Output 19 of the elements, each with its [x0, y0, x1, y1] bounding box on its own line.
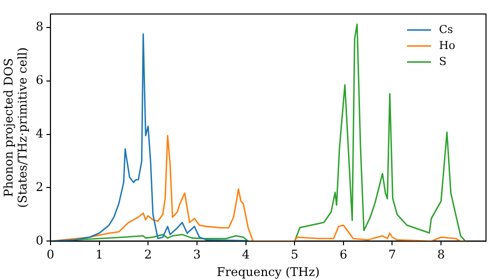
- x-tick-label: 1: [95, 248, 104, 262]
- y-axis-title: Phonon projected DOS (States/THz·primitive cell): [1, 47, 30, 208]
- y-tick-label: 2: [36, 180, 44, 194]
- y-tick-label: 8: [36, 19, 44, 34]
- y-tick-label: 4: [36, 126, 44, 140]
- y-tick-label: 0: [36, 233, 44, 248]
- x-axis-title: Frequency (THz): [216, 264, 320, 279]
- legend-label: Cs: [439, 22, 454, 36]
- x-tick-label: 6: [340, 248, 348, 262]
- x-tick-label: 7: [388, 248, 396, 262]
- x-tick-label: 2: [144, 248, 152, 262]
- y-tick-label: 6: [36, 72, 44, 87]
- x-tick-label: 3: [193, 248, 201, 262]
- x-tick-label: 0: [46, 248, 54, 262]
- x-tick-label: 4: [242, 248, 250, 262]
- x-tick-label: 5: [290, 248, 298, 262]
- x-tick-label: 8: [437, 248, 445, 262]
- legend-label: Ho: [439, 38, 456, 52]
- legend-label: S: [439, 54, 447, 68]
